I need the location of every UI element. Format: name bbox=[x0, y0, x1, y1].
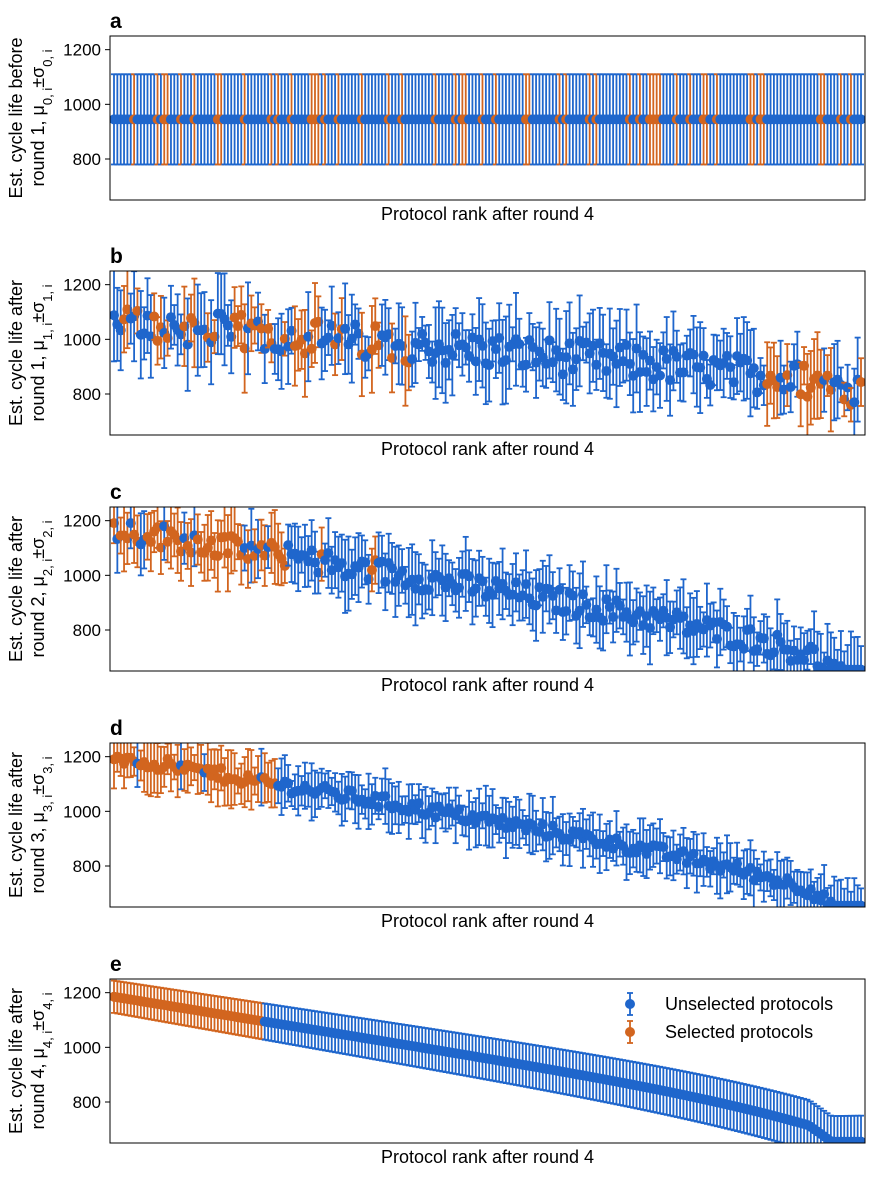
data-point bbox=[283, 523, 294, 567]
axes-frame bbox=[109, 270, 866, 436]
y-tick-label: 1000 bbox=[63, 802, 101, 821]
data-marks bbox=[110, 743, 865, 907]
y-tick-label: 1200 bbox=[63, 748, 101, 767]
mean-marker bbox=[856, 664, 865, 671]
y-axis-label: Est. cycle life before bbox=[6, 37, 26, 198]
mean-marker bbox=[856, 114, 865, 125]
x-axis-label: Protocol rank after round 4 bbox=[381, 675, 594, 695]
data-marks bbox=[110, 507, 865, 671]
y-tick-label: 1000 bbox=[63, 330, 101, 349]
y-tick-label: 800 bbox=[73, 385, 101, 404]
panel-a: a 800 1000 1200 Protocol rank after round 4 E… bbox=[6, 10, 866, 224]
mean-marker bbox=[748, 363, 759, 374]
y-axis-label: Est. cycle life after bbox=[6, 280, 26, 426]
data-point bbox=[172, 507, 183, 574]
y-tick-label: 1200 bbox=[63, 512, 101, 531]
panel-letter: d bbox=[110, 717, 123, 740]
y-axis-label-line2: round 1, μ0, i±σ0, i bbox=[28, 49, 55, 186]
x-axis-label: Protocol rank after round 4 bbox=[381, 439, 594, 459]
data-point bbox=[856, 357, 865, 407]
y-tick-label: 800 bbox=[73, 150, 101, 169]
mean-marker bbox=[698, 350, 709, 361]
panel-letter: e bbox=[110, 953, 122, 976]
mean-marker bbox=[856, 377, 865, 388]
axes-frame bbox=[109, 742, 866, 908]
y-tick-label: 1200 bbox=[63, 41, 101, 60]
data-point bbox=[206, 510, 217, 571]
panel-letter: b bbox=[110, 245, 123, 268]
y-axis-label-line2: round 3, μ3, i±σ3, i bbox=[28, 756, 55, 893]
y-tick-label: 1200 bbox=[63, 276, 101, 295]
y-tick-label: 1000 bbox=[63, 566, 101, 585]
data-marks bbox=[110, 73, 865, 166]
y-tick-label: 1000 bbox=[63, 95, 101, 114]
panel-b: b 800 1000 1200 Protocol rank after round 4 E… bbox=[6, 245, 866, 459]
mean-marker bbox=[856, 900, 865, 907]
data-point bbox=[856, 645, 865, 671]
x-axis-label: Protocol rank after round 4 bbox=[381, 911, 594, 931]
x-axis-label: Protocol rank after round 4 bbox=[381, 204, 594, 224]
y-tick-label: 800 bbox=[73, 857, 101, 876]
data-point bbox=[608, 327, 619, 386]
data-point bbox=[856, 73, 865, 166]
data-marks bbox=[110, 271, 865, 435]
y-axis-label: Est. cycle life after bbox=[6, 516, 26, 662]
mean-marker bbox=[655, 370, 666, 381]
y-axis-label: Est. cycle life after bbox=[6, 752, 26, 898]
panel-d: d 800 1000 1200 Protocol rank after round 4 E… bbox=[6, 717, 866, 931]
data-marks bbox=[110, 979, 865, 1143]
y-axis-label-line2: round 2, μ2, i±σ2, i bbox=[28, 520, 55, 657]
data-point bbox=[856, 887, 865, 907]
data-point bbox=[742, 848, 753, 895]
data-point bbox=[561, 310, 572, 405]
y-axis-label-line2: round 1, μ1, i±σ1, i bbox=[28, 284, 55, 421]
panel-letter: a bbox=[110, 10, 122, 33]
data-point bbox=[698, 327, 709, 385]
axes-frame bbox=[109, 506, 866, 672]
panel-letter: c bbox=[110, 481, 122, 504]
mean-marker bbox=[484, 360, 495, 371]
panel-c: c 800 1000 1200 Protocol rank after round 4 E… bbox=[6, 481, 866, 695]
data-point bbox=[584, 312, 595, 395]
data-point bbox=[785, 360, 796, 414]
y-tick-label: 800 bbox=[73, 621, 101, 640]
axes-frame bbox=[109, 35, 866, 201]
